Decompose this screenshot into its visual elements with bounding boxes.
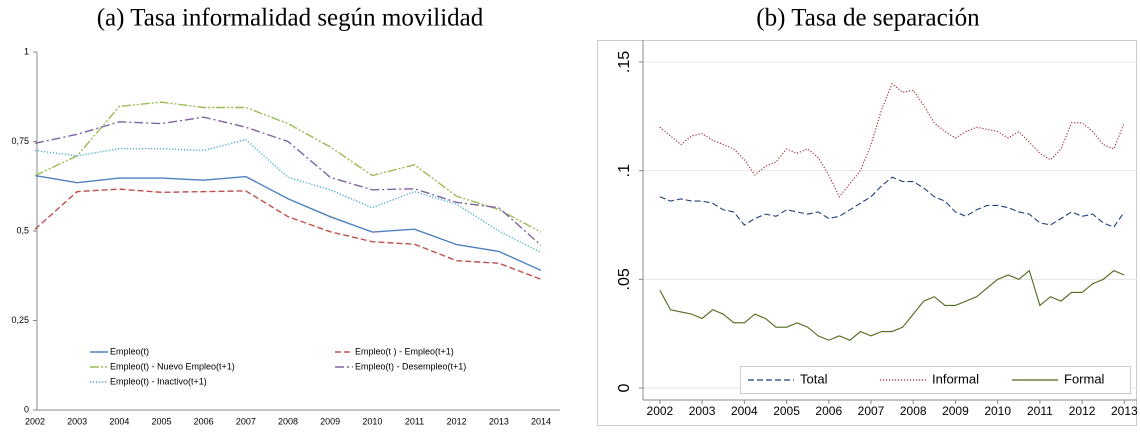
y-tick-label: 0 <box>24 404 29 414</box>
y-tick-label: .1 <box>616 164 633 177</box>
chart-title: (a) Tasa informalidad según movilidad <box>97 5 484 32</box>
x-tick-label: 2011 <box>405 416 424 426</box>
x-tick-label: 2012 <box>1069 404 1096 418</box>
y-tick-label: 0,25 <box>11 315 29 325</box>
series-line <box>34 188 542 280</box>
x-tick-label: 2012 <box>447 416 467 426</box>
legend-label: Empleo(t) - Inactivo(t+1) <box>110 376 207 386</box>
chart-title: (b) Tasa de separación <box>756 5 980 32</box>
series-line <box>34 138 542 254</box>
series-line <box>659 269 1125 341</box>
x-tick-label: 2011 <box>1027 404 1053 418</box>
x-tick-label: 2005 <box>151 416 171 426</box>
x-tick-label: 2014 <box>531 416 551 426</box>
x-tick-label: 2013 <box>1111 404 1138 418</box>
legend-label: Informal <box>932 371 979 386</box>
series-line <box>34 116 542 246</box>
x-tick-label: 2008 <box>900 404 927 418</box>
x-tick-label: 2005 <box>773 404 800 418</box>
y-tick-label: 0,75 <box>11 136 29 146</box>
series-line <box>34 174 542 272</box>
x-tick-label: 2002 <box>25 416 45 426</box>
x-tick-label: 2006 <box>815 404 842 418</box>
legend-label: Empleo(t) - Desempleo(t+1) <box>355 361 466 371</box>
legend-label: Total <box>800 371 828 386</box>
x-tick-label: 2006 <box>194 416 214 426</box>
x-tick-label: 2007 <box>858 404 885 418</box>
series-line <box>34 101 542 233</box>
panel-frame <box>597 40 1137 426</box>
legend-label: Empleo(t) <box>110 346 149 356</box>
x-tick-label: 2010 <box>362 416 382 426</box>
y-tick-label: 0,5 <box>16 225 29 235</box>
x-tick-label: 2002 <box>647 404 674 418</box>
legend-box <box>740 366 1131 394</box>
x-tick-label: 2004 <box>109 416 129 426</box>
x-tick-label: 2003 <box>67 416 87 426</box>
x-tick-label: 2008 <box>278 416 298 426</box>
legend-label: Empleo(t) - Nuevo Empleo(t+1) <box>110 361 235 371</box>
x-tick-label: 2004 <box>731 404 758 418</box>
series-line <box>659 82 1125 198</box>
y-tick-label: .05 <box>616 268 633 290</box>
x-tick-label: 2009 <box>942 404 969 418</box>
y-tick-label: .15 <box>616 51 633 73</box>
series-line <box>659 176 1125 228</box>
x-tick-label: 2003 <box>689 404 716 418</box>
x-tick-label: 2010 <box>984 404 1011 418</box>
x-tick-label: 2013 <box>489 416 509 426</box>
legend-label: Empleo(t ) - Empleo(t+1) <box>355 346 454 356</box>
y-tick-label: 0 <box>616 383 633 392</box>
y-tick-label: 1 <box>24 46 29 56</box>
x-tick-label: 2007 <box>236 416 256 426</box>
x-tick-label: 2009 <box>320 416 340 426</box>
legend-label: Formal <box>1064 371 1105 386</box>
